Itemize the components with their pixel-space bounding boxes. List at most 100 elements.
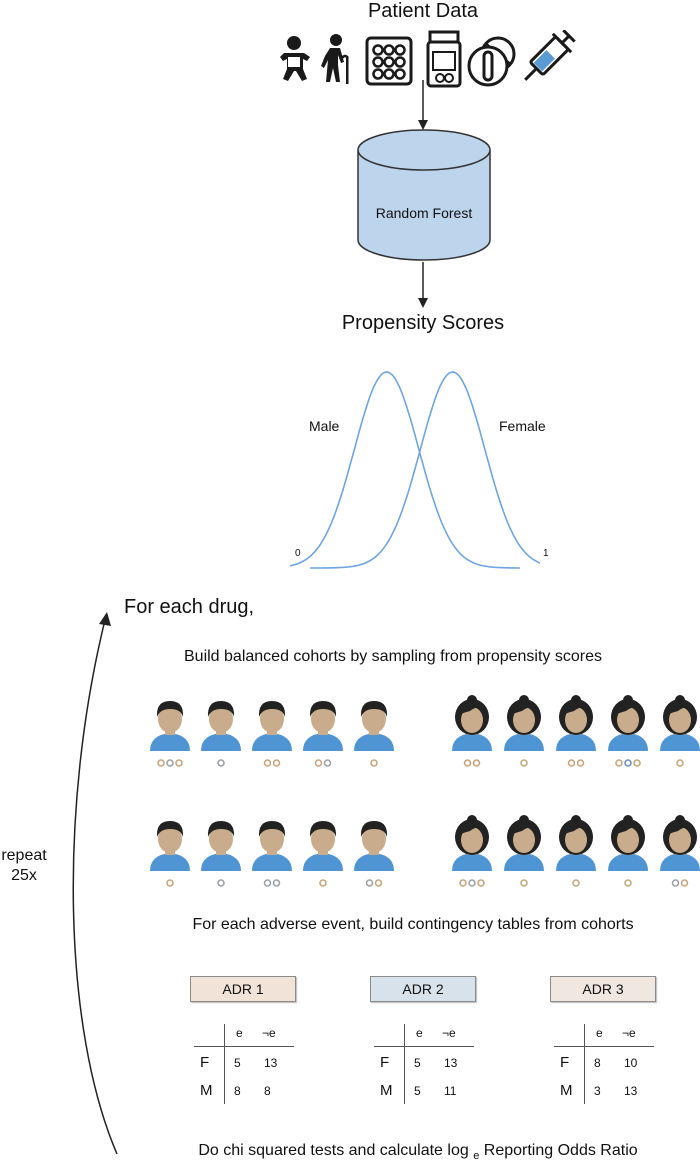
record-dot xyxy=(671,879,680,887)
female-cohort-person xyxy=(608,695,648,767)
female-curve-label: Female xyxy=(499,418,546,434)
record-dot xyxy=(567,759,576,767)
table-cell: 8 xyxy=(234,1084,241,1098)
male-cohort-person xyxy=(354,701,394,767)
record-dot xyxy=(175,759,183,767)
contingency-caption: For each adverse event, build contingenc… xyxy=(192,916,634,933)
record-dot xyxy=(468,879,476,887)
table-cell: 10 xyxy=(624,1056,638,1070)
female-cohort-person xyxy=(504,695,544,767)
table-cell: 5 xyxy=(414,1056,421,1070)
repeat-label: repeat 25x xyxy=(0,846,48,886)
baby-icon xyxy=(280,36,310,81)
record-dot xyxy=(323,759,332,767)
male-cohort-person xyxy=(150,701,190,767)
cohort-grid xyxy=(150,695,700,887)
row-header: F xyxy=(200,1054,210,1071)
female-cohort-person xyxy=(504,815,544,887)
patient-icons-row xyxy=(280,30,576,88)
female-cohort-person xyxy=(452,695,492,767)
table-cell: 13 xyxy=(624,1084,638,1098)
contingency-table: e ¬e F M 5 13 5 11 xyxy=(374,1024,474,1104)
footer-caption-suffix: Reporting Odds Ratio xyxy=(483,1142,638,1159)
cohorts-caption: Build balanced cohorts by sampling from … xyxy=(184,648,602,665)
row-header: M xyxy=(380,1082,393,1099)
patient-data-title: Patient Data xyxy=(367,0,479,22)
table-cell: 5 xyxy=(234,1056,241,1070)
male-cohort-person xyxy=(252,821,292,887)
male-cohort-person xyxy=(150,821,190,887)
record-dot xyxy=(157,759,165,767)
syringe-icon xyxy=(524,30,576,81)
adr-label-box: ADR 2 xyxy=(370,976,476,1002)
record-dot xyxy=(520,879,528,887)
male-cohort-person xyxy=(252,701,292,767)
propensity-distribution xyxy=(289,371,541,569)
row-header: M xyxy=(200,1082,213,1099)
table-cell: 13 xyxy=(444,1056,458,1070)
arrow-to-scores xyxy=(418,262,428,308)
male-cohort-person xyxy=(201,821,241,887)
record-dot xyxy=(572,879,580,887)
female-distribution-curve xyxy=(310,371,541,569)
table-divider xyxy=(194,1046,294,1047)
elderly-person-icon xyxy=(321,34,349,84)
table-cell: 5 xyxy=(414,1084,421,1098)
arrow-to-model xyxy=(418,80,428,130)
table-divider xyxy=(404,1024,405,1104)
record-dot xyxy=(166,759,174,767)
female-cohort-person xyxy=(556,815,596,887)
record-dot xyxy=(166,879,174,887)
for-each-drug-title: For each drug, xyxy=(124,596,255,618)
female-cohort-person xyxy=(452,815,492,887)
record-dot xyxy=(477,879,485,887)
footer-caption-subscript: e xyxy=(473,1150,480,1163)
record-dot xyxy=(472,759,481,767)
column-header: ¬e xyxy=(262,1026,276,1040)
record-dot xyxy=(633,759,641,767)
footer-caption-prefix: Do chi squared tests and calculate log xyxy=(198,1142,469,1159)
adr-label-box: ADR 1 xyxy=(190,976,296,1002)
record-dot xyxy=(615,759,623,767)
row-header: F xyxy=(560,1054,570,1071)
male-cohort-person xyxy=(303,701,343,767)
record-dot xyxy=(463,759,472,767)
record-dot xyxy=(520,759,528,767)
table-cell: 3 xyxy=(594,1084,601,1098)
record-dot xyxy=(459,879,467,887)
column-header: ¬e xyxy=(442,1026,456,1040)
propensity-scores-title: Propensity Scores xyxy=(341,312,505,334)
axis-max-label: 1 xyxy=(543,548,549,559)
table-divider xyxy=(584,1024,585,1104)
table-divider xyxy=(224,1024,225,1104)
table-cell: 11 xyxy=(444,1084,457,1098)
column-header: e xyxy=(416,1026,423,1040)
table-cell: 8 xyxy=(264,1084,271,1098)
repeat-loop-arrow xyxy=(72,612,118,1155)
row-header: M xyxy=(560,1082,573,1099)
record-dot xyxy=(365,879,374,887)
repeat-label-line1: repeat xyxy=(1,847,47,864)
male-cohort-person xyxy=(354,821,394,887)
table-cell: 13 xyxy=(264,1056,278,1070)
record-dot xyxy=(272,759,281,767)
female-cohort-person xyxy=(660,815,700,887)
adr-label-box: ADR 3 xyxy=(550,976,656,1002)
contingency-tables: ADR 1 e ¬e F M 5 13 8 8 ADR 2 e ¬e F M 5 13 5 11 ADR 3 e ¬e F… xyxy=(0,970,700,1110)
record-dot xyxy=(314,759,323,767)
record-dot xyxy=(624,759,632,767)
record-dot xyxy=(217,879,225,887)
record-dot xyxy=(272,879,281,887)
footer-caption: Do chi squared tests and calculate log e… xyxy=(0,1142,700,1162)
contingency-table: e ¬e F M 8 10 3 13 xyxy=(554,1024,654,1104)
male-cohort-person xyxy=(303,821,343,887)
axis-min-label: 0 xyxy=(295,548,301,559)
column-header: ¬e xyxy=(622,1026,636,1040)
male-curve-label: Male xyxy=(309,418,340,434)
female-cohort-person xyxy=(556,695,596,767)
record-dot xyxy=(680,879,689,887)
male-distribution-curve xyxy=(289,371,520,569)
record-dot xyxy=(217,759,225,767)
record-dot xyxy=(576,759,585,767)
